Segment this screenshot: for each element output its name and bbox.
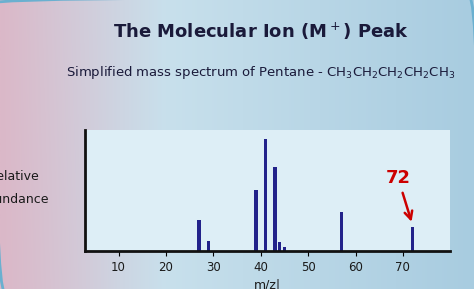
Text: The Molecular Ion (M$^+$) Peak: The Molecular Ion (M$^+$) Peak	[113, 20, 409, 42]
Text: Simplified mass spectrum of Pentane - CH$_3$CH$_2$CH$_2$CH$_2$CH$_3$: Simplified mass spectrum of Pentane - CH…	[66, 64, 456, 81]
Bar	[254, 190, 258, 251]
Bar	[207, 241, 210, 251]
Text: Relative
Abundance: Relative Abundance	[0, 170, 49, 206]
Bar	[410, 227, 414, 251]
Bar	[339, 212, 343, 251]
Bar	[273, 167, 277, 251]
Bar	[278, 242, 282, 251]
Bar	[197, 220, 201, 251]
Bar	[264, 139, 267, 251]
Bar	[283, 247, 286, 251]
Text: 72: 72	[386, 169, 412, 219]
X-axis label: m/z|: m/z|	[254, 278, 282, 289]
